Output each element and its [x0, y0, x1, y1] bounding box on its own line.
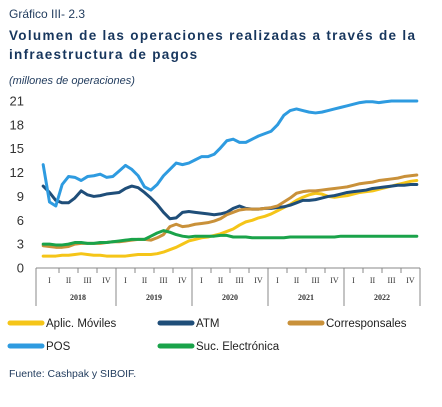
legend-label: POS [46, 341, 71, 353]
quarter-label: IV [102, 276, 111, 285]
quarter-label: II [142, 276, 148, 285]
quarter-label: IV [406, 276, 415, 285]
chart-title: Volumen de las operaciones realizadas a … [9, 28, 417, 62]
series-line [41, 179, 419, 258]
y-tick-label: 3 [17, 237, 24, 252]
quarter-label: II [218, 276, 224, 285]
year-label: 2021 [298, 293, 314, 302]
quarter-label: IV [254, 276, 263, 285]
graph-label: Gráfico III- 2.3 [9, 7, 86, 21]
quarter-label: IV [330, 276, 339, 285]
series-lines [41, 99, 419, 258]
quarter-label: III [236, 276, 244, 285]
y-tick-label: 15 [10, 141, 24, 156]
source-note: Fuente: Cashpak y SIBOIF. [9, 368, 137, 380]
y-tick-label: 0 [17, 261, 24, 276]
quarter-label: I [200, 276, 203, 285]
year-label: 2018 [70, 293, 86, 302]
y-tick-label: 12 [10, 165, 24, 180]
quarter-label: I [48, 276, 51, 285]
quarter-label: II [66, 276, 72, 285]
y-tick-label: 21 [10, 94, 24, 109]
quarter-label: II [294, 276, 300, 285]
quarter-label: I [124, 276, 127, 285]
quarter-label: III [160, 276, 168, 285]
year-label: 2019 [146, 293, 162, 302]
year-label: 2022 [374, 293, 390, 302]
quarter-label: III [388, 276, 396, 285]
y-axis-ticks: 0 3 6 9 12 15 18 21 [10, 94, 24, 276]
legend-label: Aplic. Móviles [46, 318, 117, 330]
x-axis-separators [35, 268, 421, 306]
y-tick-label: 6 [17, 213, 24, 228]
series-line [41, 183, 419, 221]
quarter-label: III [312, 276, 320, 285]
legend-label: Suc. Electrónica [196, 341, 280, 353]
y-tick-label: 9 [17, 189, 24, 204]
quarter-label: III [84, 276, 92, 285]
legend-label: Corresponsales [326, 318, 407, 330]
legend: Aplic. Móviles ATM Corresponsales POS Suc. E… [7, 318, 407, 353]
chart-unit: (millones de operaciones) [9, 75, 135, 87]
quarter-label: II [370, 276, 376, 285]
quarter-label: I [276, 276, 279, 285]
x-axis-quarter-labels: I II III IV I II III IV I II III IV I II III IV I II III IV [48, 276, 415, 285]
y-tick-label: 18 [10, 117, 24, 132]
series-line [41, 99, 419, 208]
quarter-label: I [352, 276, 355, 285]
series-line [41, 229, 419, 247]
quarter-label: IV [178, 276, 187, 285]
legend-label: ATM [196, 318, 219, 330]
x-axis-year-labels: 2018 2019 2020 2021 2022 [70, 293, 390, 302]
year-label: 2020 [222, 293, 238, 302]
